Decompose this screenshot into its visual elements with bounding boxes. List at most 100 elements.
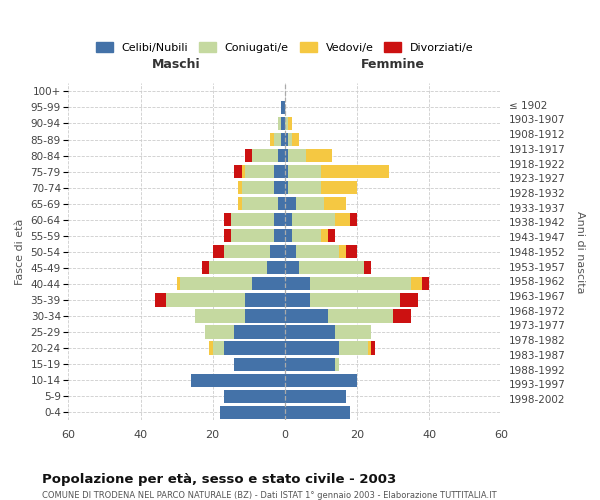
Bar bbox=[176, 278, 180, 290]
Bar bbox=[285, 390, 346, 403]
Bar bbox=[296, 197, 325, 210]
Legend: Celibi/Nubili, Coniugati/e, Vedovi/e, Divorziati/e: Celibi/Nubili, Coniugati/e, Vedovi/e, Di… bbox=[96, 42, 473, 52]
Bar bbox=[328, 229, 335, 242]
Bar bbox=[310, 278, 411, 290]
Bar bbox=[224, 213, 231, 226]
Bar bbox=[191, 374, 285, 386]
Bar bbox=[245, 149, 253, 162]
Bar bbox=[310, 294, 400, 306]
Bar bbox=[205, 326, 235, 338]
Bar bbox=[285, 197, 296, 210]
Y-axis label: Anni di nascita: Anni di nascita bbox=[575, 210, 585, 293]
Bar bbox=[292, 213, 335, 226]
Bar bbox=[335, 213, 350, 226]
Bar bbox=[231, 213, 274, 226]
Bar bbox=[285, 165, 289, 178]
Bar bbox=[166, 294, 245, 306]
Bar bbox=[325, 197, 346, 210]
Bar bbox=[242, 197, 278, 210]
Bar bbox=[346, 245, 357, 258]
Bar bbox=[285, 310, 328, 322]
Bar bbox=[371, 342, 375, 354]
Bar bbox=[274, 133, 281, 146]
Text: COMUNE DI TRODENA NEL PARCO NATURALE (BZ) - Dati ISTAT 1° gennaio 2003 - Elabora: COMUNE DI TRODENA NEL PARCO NATURALE (BZ… bbox=[42, 491, 497, 500]
Bar bbox=[285, 358, 335, 370]
Bar bbox=[253, 278, 285, 290]
Bar bbox=[285, 133, 289, 146]
Bar bbox=[289, 117, 292, 130]
Bar bbox=[209, 262, 267, 274]
Bar bbox=[285, 229, 292, 242]
Bar bbox=[321, 229, 328, 242]
Bar bbox=[271, 133, 274, 146]
Bar bbox=[299, 262, 364, 274]
Bar bbox=[274, 213, 285, 226]
Bar bbox=[368, 342, 371, 354]
Bar bbox=[155, 294, 166, 306]
Bar bbox=[231, 229, 274, 242]
Bar bbox=[285, 213, 292, 226]
Y-axis label: Fasce di età: Fasce di età bbox=[15, 218, 25, 285]
Bar bbox=[180, 278, 253, 290]
Bar bbox=[242, 181, 274, 194]
Bar bbox=[285, 149, 289, 162]
Bar bbox=[274, 165, 285, 178]
Bar bbox=[209, 342, 212, 354]
Bar bbox=[212, 245, 224, 258]
Bar bbox=[350, 213, 357, 226]
Bar bbox=[253, 149, 278, 162]
Bar bbox=[328, 310, 393, 322]
Bar bbox=[292, 133, 299, 146]
Bar bbox=[224, 229, 231, 242]
Bar bbox=[321, 181, 357, 194]
Bar bbox=[238, 181, 242, 194]
Bar bbox=[285, 406, 350, 419]
Bar bbox=[235, 358, 285, 370]
Bar bbox=[364, 262, 371, 274]
Text: Femmine: Femmine bbox=[361, 58, 425, 70]
Text: Popolazione per età, sesso e stato civile - 2003: Popolazione per età, sesso e stato civil… bbox=[42, 472, 396, 486]
Bar bbox=[289, 181, 321, 194]
Bar bbox=[238, 197, 242, 210]
Bar bbox=[271, 245, 285, 258]
Bar bbox=[235, 326, 285, 338]
Bar bbox=[289, 165, 321, 178]
Bar bbox=[281, 117, 285, 130]
Bar bbox=[285, 342, 339, 354]
Bar bbox=[285, 278, 310, 290]
Bar bbox=[274, 181, 285, 194]
Bar bbox=[274, 229, 285, 242]
Bar bbox=[321, 165, 389, 178]
Bar bbox=[242, 165, 245, 178]
Bar bbox=[245, 310, 285, 322]
Bar bbox=[289, 133, 292, 146]
Bar bbox=[285, 374, 357, 386]
Bar bbox=[224, 342, 285, 354]
Bar bbox=[292, 229, 321, 242]
Bar bbox=[285, 181, 289, 194]
Bar bbox=[296, 245, 339, 258]
Bar bbox=[245, 165, 274, 178]
Bar bbox=[411, 278, 422, 290]
Bar bbox=[400, 294, 418, 306]
Bar bbox=[289, 149, 307, 162]
Bar bbox=[212, 342, 224, 354]
Bar bbox=[267, 262, 285, 274]
Bar bbox=[235, 165, 242, 178]
Bar bbox=[285, 294, 310, 306]
Bar bbox=[285, 117, 289, 130]
Bar bbox=[285, 326, 335, 338]
Bar bbox=[281, 133, 285, 146]
Bar bbox=[278, 149, 285, 162]
Bar bbox=[307, 149, 332, 162]
Bar bbox=[335, 326, 371, 338]
Bar bbox=[202, 262, 209, 274]
Bar bbox=[224, 390, 285, 403]
Bar bbox=[245, 294, 285, 306]
Bar bbox=[339, 342, 368, 354]
Bar bbox=[335, 358, 339, 370]
Bar bbox=[285, 245, 296, 258]
Bar bbox=[393, 310, 411, 322]
Bar bbox=[278, 197, 285, 210]
Bar bbox=[194, 310, 245, 322]
